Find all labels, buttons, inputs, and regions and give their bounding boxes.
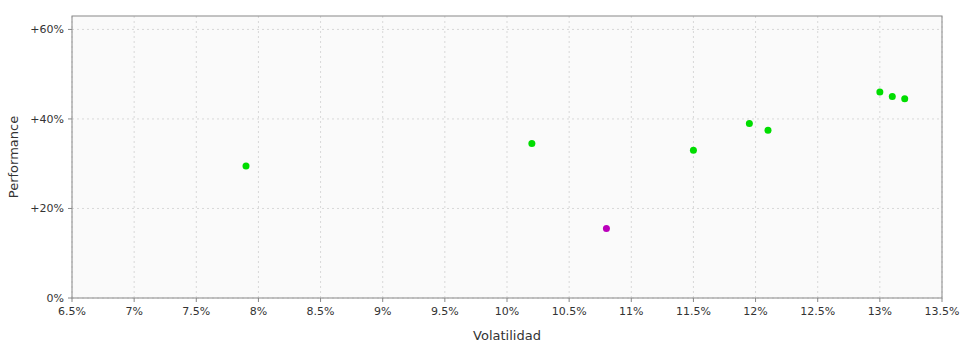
x-grid-line: [134, 16, 135, 298]
scatter-point: [876, 89, 883, 96]
axes: 6.5% 7% 7.5% 8% 8.5% 9% 9.5% 10% 10.5% 11% 11.5% 12…: [30, 16, 959, 318]
x-tick: [569, 298, 570, 302]
plot-frame: [72, 16, 942, 298]
y-grid-line: [72, 208, 942, 209]
x-tick: [693, 298, 694, 302]
chart-svg: 6.5% 7% 7.5% 8% 8.5% 9% 9.5% 10% 10.5% 11% 11.5% 12…: [0, 0, 966, 350]
x-tick: [196, 298, 197, 302]
y-tick: [68, 118, 72, 119]
x-tick: [755, 298, 756, 302]
x-grid-line: [320, 16, 321, 298]
y-tick: [68, 298, 72, 299]
x-grid-line: [879, 16, 880, 298]
x-tick-label: 7.5%: [182, 305, 210, 318]
x-tick: [382, 298, 383, 302]
x-tick-label: 7%: [125, 305, 142, 318]
y-tick-label: 0%: [47, 292, 64, 305]
x-grid-line: [196, 16, 197, 298]
x-tick: [134, 298, 135, 302]
scatter-point: [243, 162, 250, 169]
x-tick-label: 6.5%: [58, 305, 86, 318]
x-tick: [72, 298, 73, 302]
x-tick: [444, 298, 445, 302]
x-tick-label: 8%: [250, 305, 267, 318]
x-grid-line: [444, 16, 445, 298]
y-tick-label: +20%: [30, 202, 64, 215]
data-points: [243, 89, 909, 233]
x-grid-line: [631, 16, 632, 298]
scatter-point: [603, 225, 610, 232]
series: [603, 225, 610, 232]
y-grid-line: [72, 118, 942, 119]
y-axis-label: Performance: [6, 116, 21, 198]
scatter-point: [901, 95, 908, 102]
x-grid-line: [258, 16, 259, 298]
x-grid-line: [817, 16, 818, 298]
scatter-point: [765, 127, 772, 134]
x-tick-label: 11.5%: [676, 305, 711, 318]
x-tick-label: 12%: [743, 305, 767, 318]
x-tick: [507, 298, 508, 302]
x-tick-label: 13%: [868, 305, 892, 318]
x-grid-line: [569, 16, 570, 298]
chart-container: 6.5% 7% 7.5% 8% 8.5% 9% 9.5% 10% 10.5% 11% 11.5% 12…: [0, 0, 966, 350]
x-grid-line: [382, 16, 383, 298]
x-tick-label: 8.5%: [307, 305, 335, 318]
scatter-point: [889, 93, 896, 100]
plot-background: [72, 16, 942, 298]
x-axis-label: Volatilidad: [473, 328, 541, 343]
scatter-point: [690, 147, 697, 154]
x-tick: [258, 298, 259, 302]
x-grid-line: [755, 16, 756, 298]
x-tick-label: 9%: [374, 305, 391, 318]
x-grid-line: [507, 16, 508, 298]
scatter-point: [528, 140, 535, 147]
y-tick-label: +60%: [30, 23, 64, 36]
x-grid-line: [693, 16, 694, 298]
y-tick-label: +40%: [30, 113, 64, 126]
x-tick-label: 12.5%: [800, 305, 835, 318]
y-tick: [68, 29, 72, 30]
x-tick: [942, 298, 943, 302]
x-tick-label: 10%: [495, 305, 519, 318]
x-tick: [320, 298, 321, 302]
grid: [72, 16, 942, 298]
x-tick: [631, 298, 632, 302]
scatter-point: [746, 120, 753, 127]
x-tick: [817, 298, 818, 302]
x-tick: [879, 298, 880, 302]
y-tick: [68, 208, 72, 209]
x-tick-label: 10.5%: [552, 305, 587, 318]
x-tick-label: 11%: [619, 305, 643, 318]
x-tick-label: 9.5%: [431, 305, 459, 318]
x-tick-label: 13.5%: [925, 305, 960, 318]
y-grid-line: [72, 29, 942, 30]
series: [243, 89, 909, 170]
